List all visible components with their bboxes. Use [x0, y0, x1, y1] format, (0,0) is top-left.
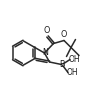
Text: B: B — [59, 60, 65, 69]
Text: OH: OH — [68, 55, 80, 64]
Text: O: O — [61, 30, 67, 39]
Text: N: N — [42, 48, 48, 57]
Text: OH: OH — [66, 68, 78, 77]
Text: O: O — [44, 26, 50, 35]
